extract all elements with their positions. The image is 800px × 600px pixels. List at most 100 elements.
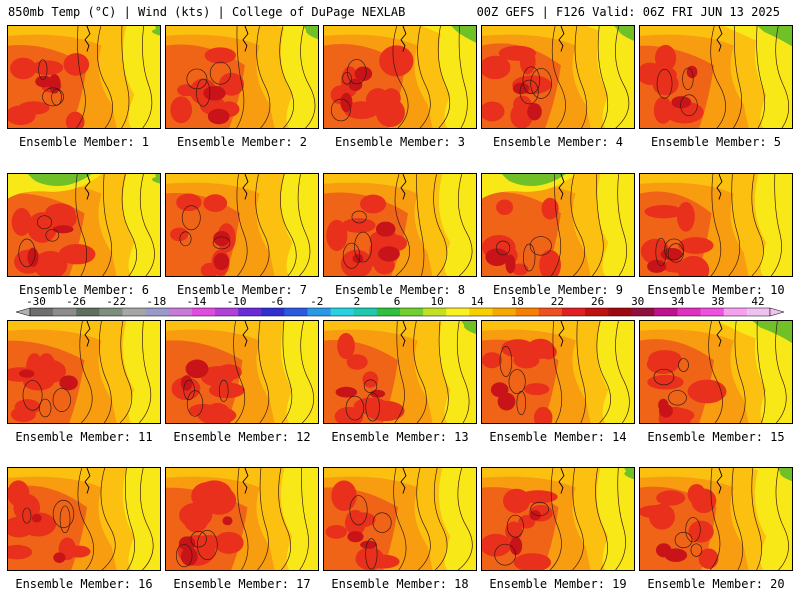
wind-contour-closed <box>45 229 60 242</box>
temp-fill-warm-core <box>512 82 530 95</box>
coastline <box>716 468 723 494</box>
coastline <box>716 321 723 347</box>
wind-contour-closed <box>218 379 229 402</box>
model-run-label: 00Z GEFS | F126 Valid: 06Z FRI JUN 13 20… <box>476 5 780 19</box>
temp-fill-hot <box>360 194 387 214</box>
wind-contour-line <box>551 26 566 128</box>
wind-contour-line <box>281 321 293 423</box>
colorbar-swatch <box>677 308 701 316</box>
colorbar-tick-label: -10 <box>227 295 247 308</box>
wind-contour-closed <box>690 543 703 557</box>
ensemble-member-label: Ensemble Member: 20 <box>647 577 785 591</box>
temp-fill-hot <box>482 352 503 369</box>
wind-contour-closed <box>664 238 685 261</box>
temp-fill-hot <box>496 199 514 215</box>
colorbar-tick-label: 6 <box>394 295 401 308</box>
wind-contour-closed <box>678 358 689 372</box>
wind-contour-line <box>258 321 270 423</box>
wind-contour-line <box>710 174 722 276</box>
temp-fill-hot <box>482 101 505 122</box>
wind-contour-line <box>392 26 409 128</box>
wind-contour-line <box>615 468 626 570</box>
wind-contour-line <box>457 174 473 276</box>
coastline <box>84 26 91 52</box>
wind-contour-closed <box>59 505 71 534</box>
wind-contour-closed <box>22 380 43 411</box>
wind-contour-line <box>142 26 153 128</box>
temp-fill-green <box>501 174 566 187</box>
temp-fill-green <box>757 26 792 47</box>
wind-contour-line <box>102 174 113 276</box>
temp-fill-warm-core <box>647 259 667 273</box>
ensemble-member-map <box>639 25 793 129</box>
temperature-map <box>8 174 160 276</box>
wind-contour-line <box>438 321 449 423</box>
temp-fill-green <box>451 26 476 43</box>
temp-fill-hot <box>665 101 704 124</box>
wind-contour-closed <box>351 210 367 224</box>
temp-fill-hot <box>10 57 37 80</box>
ensemble-member-label: Ensemble Member: 15 <box>647 430 785 444</box>
ensemble-member-map <box>481 25 635 129</box>
wind-contour-closed <box>522 66 541 95</box>
wind-contour-line <box>549 468 562 570</box>
temp-fill-warm-core <box>180 375 193 391</box>
colorbar-swatch <box>191 308 216 316</box>
temp-fill-warm-core <box>509 536 523 555</box>
temp-fill-hot <box>678 237 714 254</box>
temp-fill-hot <box>63 53 90 76</box>
wind-contour-line <box>457 468 473 570</box>
wind-contour-line <box>617 174 628 276</box>
temperature-map <box>640 26 792 128</box>
coastline <box>558 468 565 494</box>
wind-contour-line <box>79 321 93 423</box>
ensemble-member-map <box>7 25 161 129</box>
temp-fill-hot <box>687 379 727 404</box>
wind-contour-closed <box>36 215 53 230</box>
wind-contour-line <box>280 174 297 276</box>
colorbar-swatch <box>284 308 308 316</box>
temp-fill-hot <box>505 521 523 541</box>
colorbar-tick-label: 18 <box>511 295 524 308</box>
temperature-map <box>482 26 634 128</box>
wind-contour-line <box>300 26 316 128</box>
coastline <box>84 321 91 347</box>
wind-contour-closed <box>179 231 192 247</box>
temp-fill-hot <box>676 201 695 232</box>
wind-contour-line <box>394 174 411 276</box>
temp-fill-hot <box>200 262 219 276</box>
colorbar-swatch <box>353 308 378 316</box>
wind-contour-closed <box>530 501 549 517</box>
ensemble-member-label: Ensemble Member: 19 <box>489 577 627 591</box>
temp-fill-warm-core <box>378 246 400 262</box>
temp-fill-warm-core <box>185 359 209 379</box>
colorbar-swatch <box>30 308 54 316</box>
wind-contour-closed <box>499 346 513 377</box>
wind-contour-closed <box>39 398 52 418</box>
colorbar-swatch <box>238 308 262 316</box>
ensemble-member-label: Ensemble Member: 1 <box>18 135 150 149</box>
temperature-map <box>482 321 634 423</box>
wind-contour-line <box>278 468 291 570</box>
temperature-map <box>482 468 634 570</box>
temp-fill-hot <box>179 502 213 528</box>
wind-contour-closed <box>529 236 552 256</box>
temp-fill-warm-core <box>52 225 74 234</box>
temp-fill-warm-core <box>485 248 509 266</box>
ensemble-member-map <box>639 173 793 277</box>
temp-fill-green <box>461 321 476 335</box>
temp-fill-warm-core <box>203 85 226 101</box>
temp-fill-hot <box>214 531 244 554</box>
ensemble-member-map <box>323 320 477 424</box>
temp-fill-hot <box>640 505 674 519</box>
wind-contour-line <box>592 174 604 276</box>
temp-fill-hot <box>518 490 558 504</box>
colorbar-swatch <box>654 308 678 316</box>
colorbar-tick-label: -14 <box>186 295 206 308</box>
ensemble-member-map <box>323 173 477 277</box>
ensemble-member-map <box>323 25 477 129</box>
ensemble-member-map <box>481 320 635 424</box>
temp-fill-warm-core <box>490 382 509 398</box>
temp-fill-warm-core <box>213 230 231 247</box>
wind-contour-closed <box>22 507 32 524</box>
